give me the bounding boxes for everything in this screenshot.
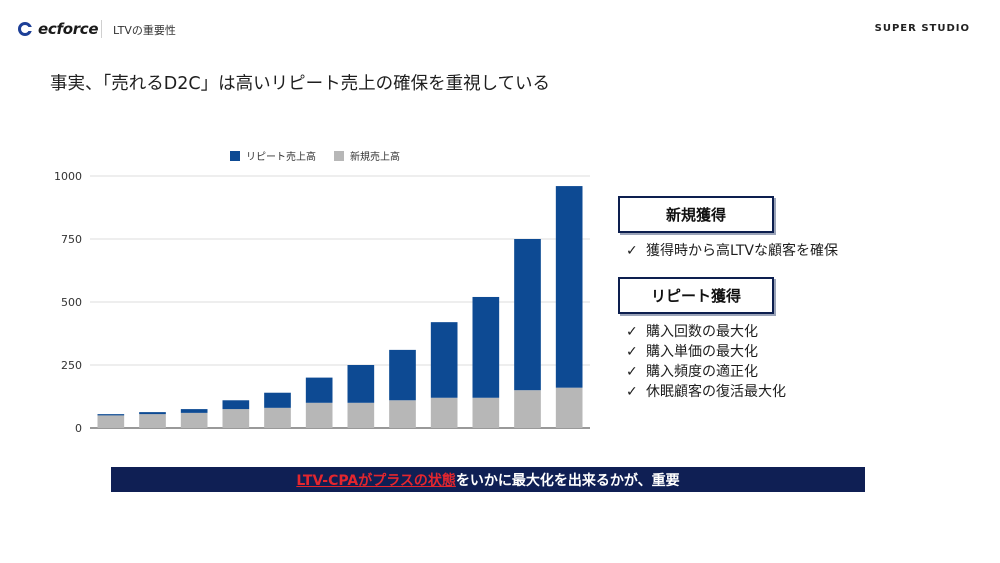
bar-new-sales — [389, 400, 416, 428]
repeat-acquisition-item: ✓ 休眠顧客の復活最大化 — [626, 382, 918, 402]
bar-repeat-sales — [347, 365, 375, 403]
y-tick-label: 750 — [61, 233, 82, 246]
slide-title: 事実、「売れるD2C」は高いリピート売上の確保を重視している — [50, 74, 551, 94]
y-tick-label: 0 — [75, 422, 82, 435]
bar-new-sales — [514, 390, 541, 428]
repeat-acquisition-item: ✓ 購入頻度の適正化 — [626, 362, 918, 382]
bar-new-sales — [180, 412, 208, 428]
header-divider — [101, 20, 102, 38]
logo-text: ecforce — [38, 20, 99, 38]
bar-repeat-sales — [222, 400, 250, 410]
bar-new-sales — [430, 397, 458, 428]
legend-item-new: 新規売上高 — [334, 148, 400, 163]
check-icon: ✓ — [626, 364, 638, 380]
legend-item-repeat: リピート売上高 — [230, 148, 316, 163]
check-icon: ✓ — [626, 384, 638, 400]
y-tick-label: 1000 — [54, 170, 82, 183]
bar-new-sales — [555, 387, 583, 428]
ecforce-logo: ecforce — [18, 20, 99, 38]
banner-text: をいかに最大化を出来るかが、重要 — [455, 472, 680, 489]
new-acquisition-list: ✓ 獲得時から高LTVな顧客を確保 — [618, 241, 918, 261]
check-icon: ✓ — [626, 324, 638, 340]
bar-repeat-sales — [97, 414, 125, 416]
right-panel: 新規獲得 ✓ 獲得時から高LTVな顧客を確保 リピート獲得 ✓ 購入回数の最大化 ✓ 購… — [618, 196, 918, 402]
repeat-acquisition-item-text: 購入回数の最大化 — [646, 324, 758, 340]
new-acquisition-heading: 新規獲得 — [618, 196, 774, 233]
bar-new-sales — [264, 407, 291, 428]
bar-repeat-sales — [389, 349, 416, 401]
repeat-acquisition-item: ✓ 購入回数の最大化 — [626, 322, 918, 342]
bar-new-sales — [139, 414, 166, 428]
new-acquisition-group: 新規獲得 ✓ 獲得時から高LTVな顧客を確保 — [618, 196, 918, 261]
bar-repeat-sales — [472, 296, 500, 398]
chart-plot: 0 250 500 750 1000 — [54, 170, 590, 435]
legend-label-repeat: リピート売上高 — [246, 152, 316, 163]
bar-repeat-sales — [305, 377, 333, 403]
bar-repeat-sales — [264, 392, 291, 408]
bar-new-sales — [222, 409, 250, 428]
brand-name: SUPER STUDIO — [874, 23, 970, 34]
repeat-acquisition-item: ✓ 購入単価の最大化 — [626, 342, 918, 362]
bar-new-sales — [472, 397, 500, 428]
bar-new-sales — [347, 402, 375, 428]
legend-swatch-new — [334, 150, 344, 161]
bar-repeat-sales — [180, 409, 208, 413]
new-acquisition-item-text: 獲得時から高LTVな顧客を確保 — [646, 243, 839, 259]
bar-repeat-sales — [555, 186, 583, 388]
stacked-bar-chart: リピート売上高 新規売上高 0 250 500 750 1000 — [50, 140, 600, 440]
logo-ring-icon — [18, 22, 32, 36]
y-tick-label: 250 — [61, 359, 82, 372]
banner-highlight: LTV-CPAがプラスの状態 — [296, 472, 456, 489]
bar-new-sales — [305, 402, 333, 428]
section-title: LTVの重要性 — [113, 24, 176, 37]
key-message-banner: LTV-CPAがプラスの状態 をいかに最大化を出来るかが、重要 — [111, 467, 865, 492]
legend-swatch-repeat — [230, 150, 240, 161]
bar-new-sales — [97, 415, 125, 428]
repeat-acquisition-item-text: 休眠顧客の復活最大化 — [646, 384, 786, 400]
chart-legend: リピート売上高 新規売上高 — [230, 148, 400, 163]
bar-repeat-sales — [139, 412, 166, 415]
bar-repeat-sales — [514, 239, 541, 391]
new-acquisition-item: ✓ 獲得時から高LTVな顧客を確保 — [626, 241, 918, 261]
check-icon: ✓ — [626, 344, 638, 360]
repeat-acquisition-group: リピート獲得 ✓ 購入回数の最大化 ✓ 購入単価の最大化 ✓ 購入頻度の適正化 ✓ 休眠顧客の… — [618, 277, 918, 402]
check-icon: ✓ — [626, 243, 638, 259]
repeat-acquisition-list: ✓ 購入回数の最大化 ✓ 購入単価の最大化 ✓ 購入頻度の適正化 ✓ 休眠顧客の復活最大化 — [618, 322, 918, 402]
repeat-acquisition-item-text: 購入頻度の適正化 — [646, 364, 758, 380]
repeat-acquisition-item-text: 購入単価の最大化 — [646, 344, 758, 360]
legend-label-new: 新規売上高 — [350, 152, 400, 163]
slide-header: ecforce LTVの重要性 SUPER STUDIO — [0, 0, 1000, 60]
y-tick-label: 500 — [61, 296, 82, 309]
bar-repeat-sales — [430, 322, 458, 398]
repeat-acquisition-heading: リピート獲得 — [618, 277, 774, 314]
